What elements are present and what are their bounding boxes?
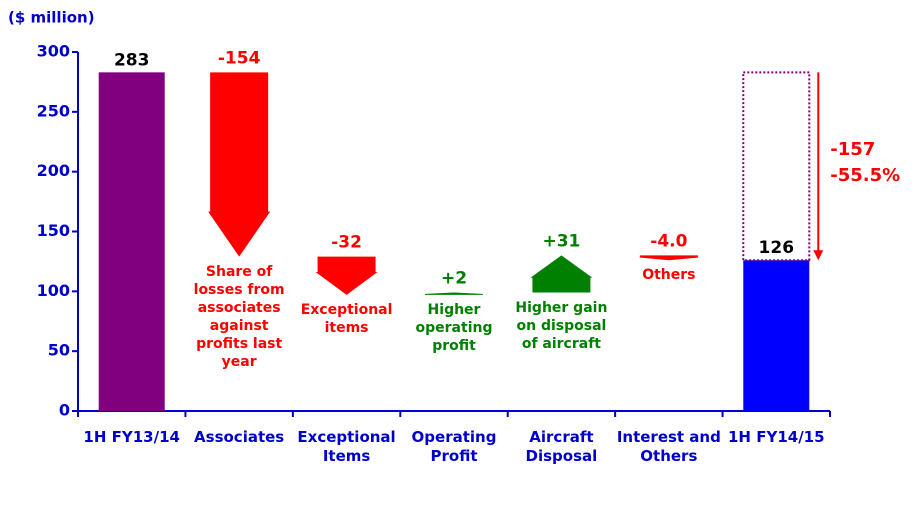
change-label: -157: [830, 139, 875, 160]
x-tick-label: Interest and Others: [616, 428, 721, 465]
value-label: +2: [441, 269, 467, 289]
change-arrowhead: [813, 250, 824, 261]
x-tick-label: Aircraft Disposal: [525, 428, 598, 465]
step-arrow: [208, 72, 271, 257]
x-tick-label: 1H FY14/15: [728, 428, 825, 446]
y-tick-label: 250: [37, 101, 70, 120]
value-label: -32: [331, 233, 362, 253]
x-tick-label: Operating Profit: [411, 428, 497, 465]
value-label: -154: [218, 48, 261, 68]
step-description: Exceptional items: [300, 301, 393, 336]
bar: [743, 260, 810, 411]
x-tick-label: Associates: [194, 428, 285, 446]
y-tick-label: 100: [37, 281, 70, 300]
y-tick-label: 50: [48, 341, 70, 360]
step-description: Others: [642, 267, 696, 284]
y-axis-label: ($ million): [8, 9, 95, 27]
y-tick-label: 300: [37, 42, 70, 61]
value-label: -4.0: [650, 231, 687, 251]
x-tick-label: 1H FY13/14: [83, 428, 180, 446]
bar: [98, 72, 165, 412]
y-tick-label: 0: [59, 401, 70, 420]
step-description: Share of losses from associates against …: [193, 263, 285, 370]
step-arrow: [315, 256, 378, 295]
y-tick-label: 150: [37, 221, 70, 240]
step-description: Higher gain on disposal of aircraft: [515, 299, 608, 352]
step-description: Higher operating profit: [415, 301, 493, 354]
step-arrow: [637, 255, 700, 261]
prior-outline: [742, 71, 811, 262]
step-arrow: [423, 292, 485, 295]
y-tick-label: 200: [37, 161, 70, 180]
value-label: 126: [759, 238, 795, 258]
value-label: 283: [114, 50, 150, 70]
value-label: +31: [542, 231, 580, 251]
step-arrow: [530, 255, 593, 293]
x-tick-label: Exceptional Items: [297, 428, 396, 465]
change-percent: -55.5%: [830, 165, 900, 186]
